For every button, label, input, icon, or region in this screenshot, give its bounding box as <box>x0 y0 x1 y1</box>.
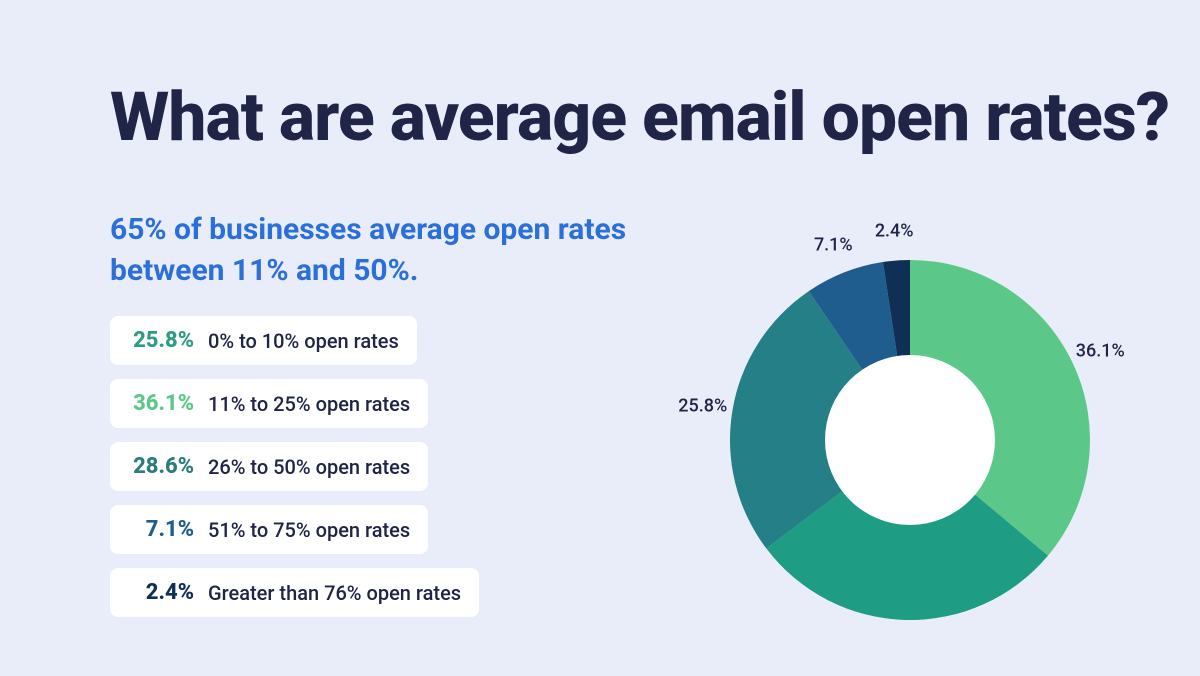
legend-label: 26% to 50% open rates <box>208 455 410 479</box>
legend-label: 51% to 75% open rates <box>208 518 410 542</box>
legend-row: 25.8% 0% to 10% open rates <box>110 316 417 365</box>
legend-pct: 28.6% <box>124 454 208 479</box>
page-subtitle: 65% of businesses average open rates bet… <box>110 210 670 291</box>
legend-label: 11% to 25% open rates <box>208 392 410 416</box>
legend-pct: 36.1% <box>124 391 208 416</box>
legend-pct: 7.1% <box>124 517 208 542</box>
legend-row: 2.4% Greater than 76% open rates <box>110 568 479 617</box>
legend-row: 36.1% 11% to 25% open rates <box>110 379 428 428</box>
donut-slice-label: 2.4% <box>875 220 914 241</box>
legend-label: 0% to 10% open rates <box>208 329 399 353</box>
donut-svg <box>640 200 1160 660</box>
legend-label: Greater than 76% open rates <box>208 581 461 605</box>
donut-slice-label: 7.1% <box>814 234 853 255</box>
donut-hole <box>825 355 995 525</box>
donut-chart: 36.1% 25.8% 7.1% 2.4% <box>640 200 1160 660</box>
legend-pct: 2.4% <box>124 580 208 605</box>
infographic-page: What are average email open rates? 65% o… <box>0 0 1200 676</box>
legend-pct: 25.8% <box>124 328 208 353</box>
legend: 25.8% 0% to 10% open rates 36.1% 11% to … <box>110 316 479 617</box>
legend-row: 28.6% 26% to 50% open rates <box>110 442 428 491</box>
donut-slice-label: 25.8% <box>678 395 727 416</box>
page-title: What are average email open rates? <box>110 82 1169 153</box>
donut-slice-label: 36.1% <box>1076 341 1125 362</box>
legend-row: 7.1% 51% to 75% open rates <box>110 505 428 554</box>
